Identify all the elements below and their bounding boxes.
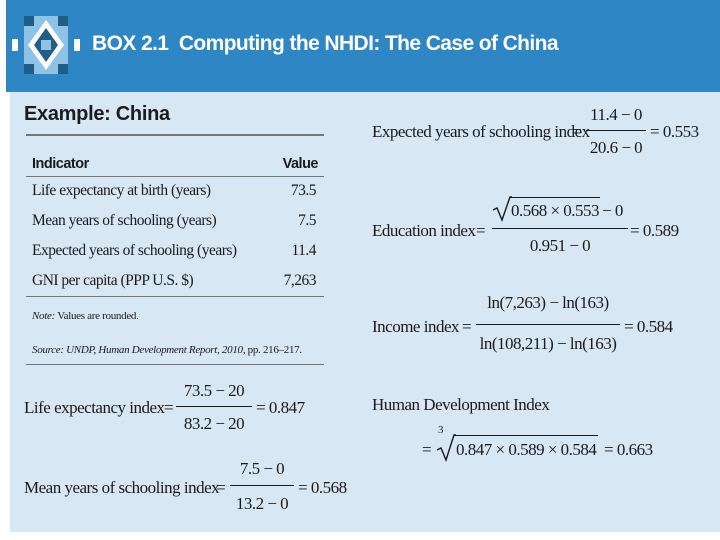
hdi-result: = 0.663 (604, 440, 653, 459)
hdi-radicand: 0.847 × 0.589 × 0.584 (456, 440, 597, 459)
table-top-rule (26, 134, 324, 136)
hdi-equals: = (422, 440, 432, 459)
eys-index-result: = 0.553 (650, 122, 699, 141)
value-cell: 7,263 (283, 272, 317, 289)
table-bottom-rule (26, 296, 324, 297)
box-title: BOX 2.1 Computing the NHDI: The Case of … (92, 32, 559, 56)
mys-index-label: Mean years of schooling index (24, 478, 220, 497)
income-index-result: = 0.584 (624, 317, 673, 336)
value-cell: 11.4 (291, 242, 316, 259)
box-heading: Computing the NHDI: The Case of China (178, 32, 559, 55)
value-cell: 73.5 (290, 182, 317, 199)
source-rule (26, 364, 324, 365)
mys-index-denominator: 13.2 − 0 (235, 494, 289, 513)
hdi-cube-root-sign-icon (436, 434, 456, 462)
source-text: UNDP, Human Development Report, 2010, (63, 344, 246, 356)
table-header-value: Value (282, 156, 319, 172)
eys-index-equals: = (572, 122, 582, 141)
edu-sqrt-sign-icon (492, 196, 512, 222)
indicator-cell: GNI per capita (PPP U.S. $) (32, 272, 194, 289)
indicator-cell: Expected years of schooling (years) (32, 242, 237, 259)
mys-index-numerator: 7.5 − 0 (239, 459, 285, 478)
edu-index-radicand: 0.568 × 0.553 (510, 201, 600, 220)
edu-index-num-rest: − 0 (602, 201, 623, 220)
source-pages: pp. 216–217. (245, 344, 302, 356)
life-index-numerator: 73.5 − 20 (183, 381, 245, 400)
box-label: BOX 2.1 (92, 32, 169, 55)
hdi-root-index: 3 (438, 424, 444, 436)
table-header-rule (26, 176, 324, 177)
panel-stripe (6, 92, 10, 532)
edu-index-fraction-bar (492, 228, 628, 230)
eys-index-fraction-bar (586, 130, 646, 132)
box-logo-icon (10, 12, 82, 78)
edu-sqrt-vinculum (510, 197, 600, 199)
edu-index-label: Education index (372, 221, 476, 240)
mys-index-fraction-bar (230, 485, 294, 487)
life-index-fraction-bar (176, 406, 252, 408)
edu-index-result: = 0.589 (630, 221, 679, 240)
life-index-equals: = (164, 398, 174, 417)
indicator-cell: Mean years of schooling (years) (32, 212, 217, 229)
indicator-cell: Life expectancy at birth (years) (32, 182, 211, 199)
note-text: Values are rounded. (54, 310, 139, 322)
table-header-indicator: Indicator (32, 156, 89, 172)
income-index-numerator: ln(7,263) − ln(163) (487, 293, 609, 312)
income-index-label: Income index (372, 317, 460, 336)
life-index-result: = 0.847 (256, 398, 305, 417)
header-bar (6, 0, 720, 92)
life-index-label: Life expectancy index (24, 398, 165, 417)
mys-index-equals: = (216, 478, 226, 497)
edu-index-equals: = (476, 221, 486, 240)
mys-index-result: = 0.568 (298, 478, 347, 497)
table-source: Source: UNDP, Human Development Report, … (32, 344, 302, 356)
hdi-title: Human Development Index (372, 395, 550, 414)
eys-index-label: Expected years of schooling index (372, 122, 590, 141)
eys-index-denominator: 20.6 − 0 (589, 138, 643, 157)
content-panel (10, 92, 720, 532)
income-index-equals: = (462, 317, 472, 336)
hdi-root-vinculum (454, 435, 598, 437)
life-index-denominator: 83.2 − 20 (183, 414, 245, 433)
value-cell: 7.5 (298, 212, 316, 229)
income-index-denominator: ln(108,211) − ln(163) (479, 334, 617, 353)
example-title: Example: China (24, 103, 170, 125)
income-index-fraction-bar (476, 324, 620, 326)
note-label: Note: (32, 310, 55, 322)
eys-index-numerator: 11.4 − 0 (590, 105, 642, 124)
source-label: Source: (32, 344, 64, 356)
edu-index-denominator: 0.951 − 0 (529, 236, 591, 255)
table-note: Note: Values are rounded. (32, 310, 139, 322)
